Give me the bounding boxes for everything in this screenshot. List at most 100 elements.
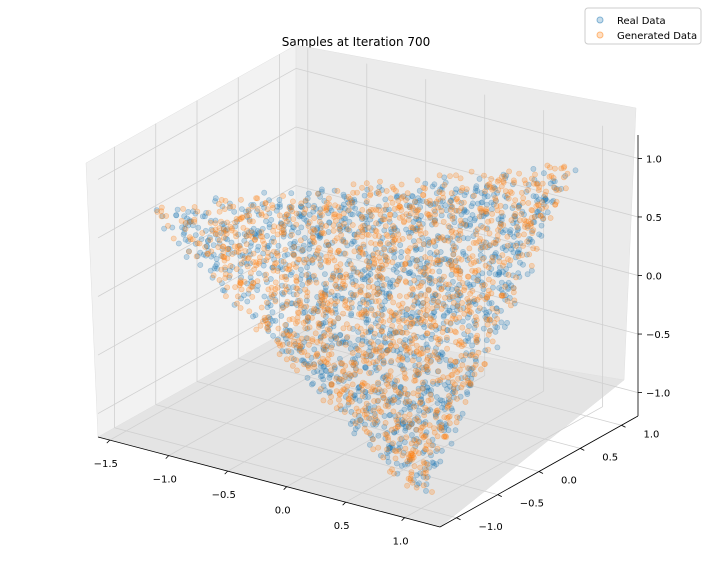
scatter-point [311,202,318,209]
scatter-point [480,325,487,332]
scatter-point [441,382,448,388]
scatter-point [220,249,227,256]
scatter-point [366,370,372,376]
scatter-point [502,281,509,288]
scatter-point [244,263,251,270]
x-tick-label: −1.0 [153,475,177,486]
scatter-point [256,229,263,236]
scatter-point [446,307,453,314]
scatter-point [437,198,444,204]
scatter-point [370,436,376,443]
scatter-point [283,302,290,308]
scatter-point [561,163,568,170]
scatter-point [263,299,270,306]
scatter-point [380,373,387,380]
scatter-point [402,400,409,406]
scatter-point [403,434,410,441]
scatter-point [290,291,297,298]
scatter-point [274,231,281,238]
scatter-point [447,197,454,204]
scatter-point [331,292,338,299]
scatter-point [404,194,411,201]
scatter-point [494,324,501,331]
scatter-point [428,335,435,342]
scatter-point [398,435,405,442]
scatter-point [260,250,267,257]
scatter-point [388,357,395,364]
scatter-point [304,313,311,320]
scatter-point [307,238,313,245]
scatter-point [165,222,171,229]
scatter-point [498,221,505,228]
scatter-point [363,319,370,326]
scatter-point [245,229,252,236]
scatter-point [415,385,422,392]
scatter-point [351,292,357,298]
scatter-point [426,240,433,246]
scatter-point [473,258,480,265]
scatter-point [369,252,376,259]
scatter-point [258,304,265,311]
scatter-point [445,427,452,434]
scatter-point [468,168,475,175]
scatter-point [372,298,379,305]
scatter-point [473,183,480,190]
scatter-point [510,285,517,291]
scatter-point [296,297,303,304]
scatter-point [351,238,358,245]
scatter-point [322,367,329,374]
scatter-point [412,377,419,384]
scatter-point [427,202,434,208]
scatter-point [472,320,478,327]
scatter-point [536,231,542,238]
scatter-point [342,250,349,257]
scatter-point [382,374,389,381]
scatter-point [352,342,358,349]
scatter-point [440,218,447,225]
scatter-point [216,277,223,283]
scatter-point [441,182,448,188]
scatter-point [412,246,419,253]
scatter-point [362,365,369,371]
scatter-point [298,302,304,309]
scatter-point [484,225,491,232]
scatter-point [221,220,227,227]
scatter-point [549,199,556,205]
scatter-point [390,408,397,415]
scatter-point [375,432,382,439]
scatter-point [355,328,362,335]
scatter-point [479,255,486,262]
scatter-point [358,283,365,290]
scatter-point [272,286,279,292]
scatter-point [374,291,381,298]
scatter-point [295,229,302,236]
scatter-point [405,270,412,277]
scatter-point [365,224,372,231]
scatter-point [492,253,499,260]
scatter-point [474,226,481,233]
scatter-point [387,293,393,300]
scatter-point [438,424,445,431]
scatter-point [284,251,291,258]
scatter-point [158,204,165,211]
scatter-point [280,258,287,265]
scatter-point [340,201,347,208]
scatter-point [279,282,286,289]
scatter-point [199,213,206,220]
scatter-point [295,297,301,304]
scatter-point [261,189,268,196]
scatter-point [356,384,362,390]
scatter-point [449,233,456,240]
scatter-point [436,261,443,268]
scatter-point [359,227,366,233]
scatter-point [372,364,379,371]
scatter-point [350,394,357,400]
scatter-point [539,180,546,187]
scatter-point [480,306,487,313]
scatter-point [386,412,393,419]
scatter-point [512,216,519,223]
scatter-point [296,347,303,354]
scatter-point [424,259,431,265]
scatter-point [316,214,323,221]
scatter-point [476,305,483,311]
